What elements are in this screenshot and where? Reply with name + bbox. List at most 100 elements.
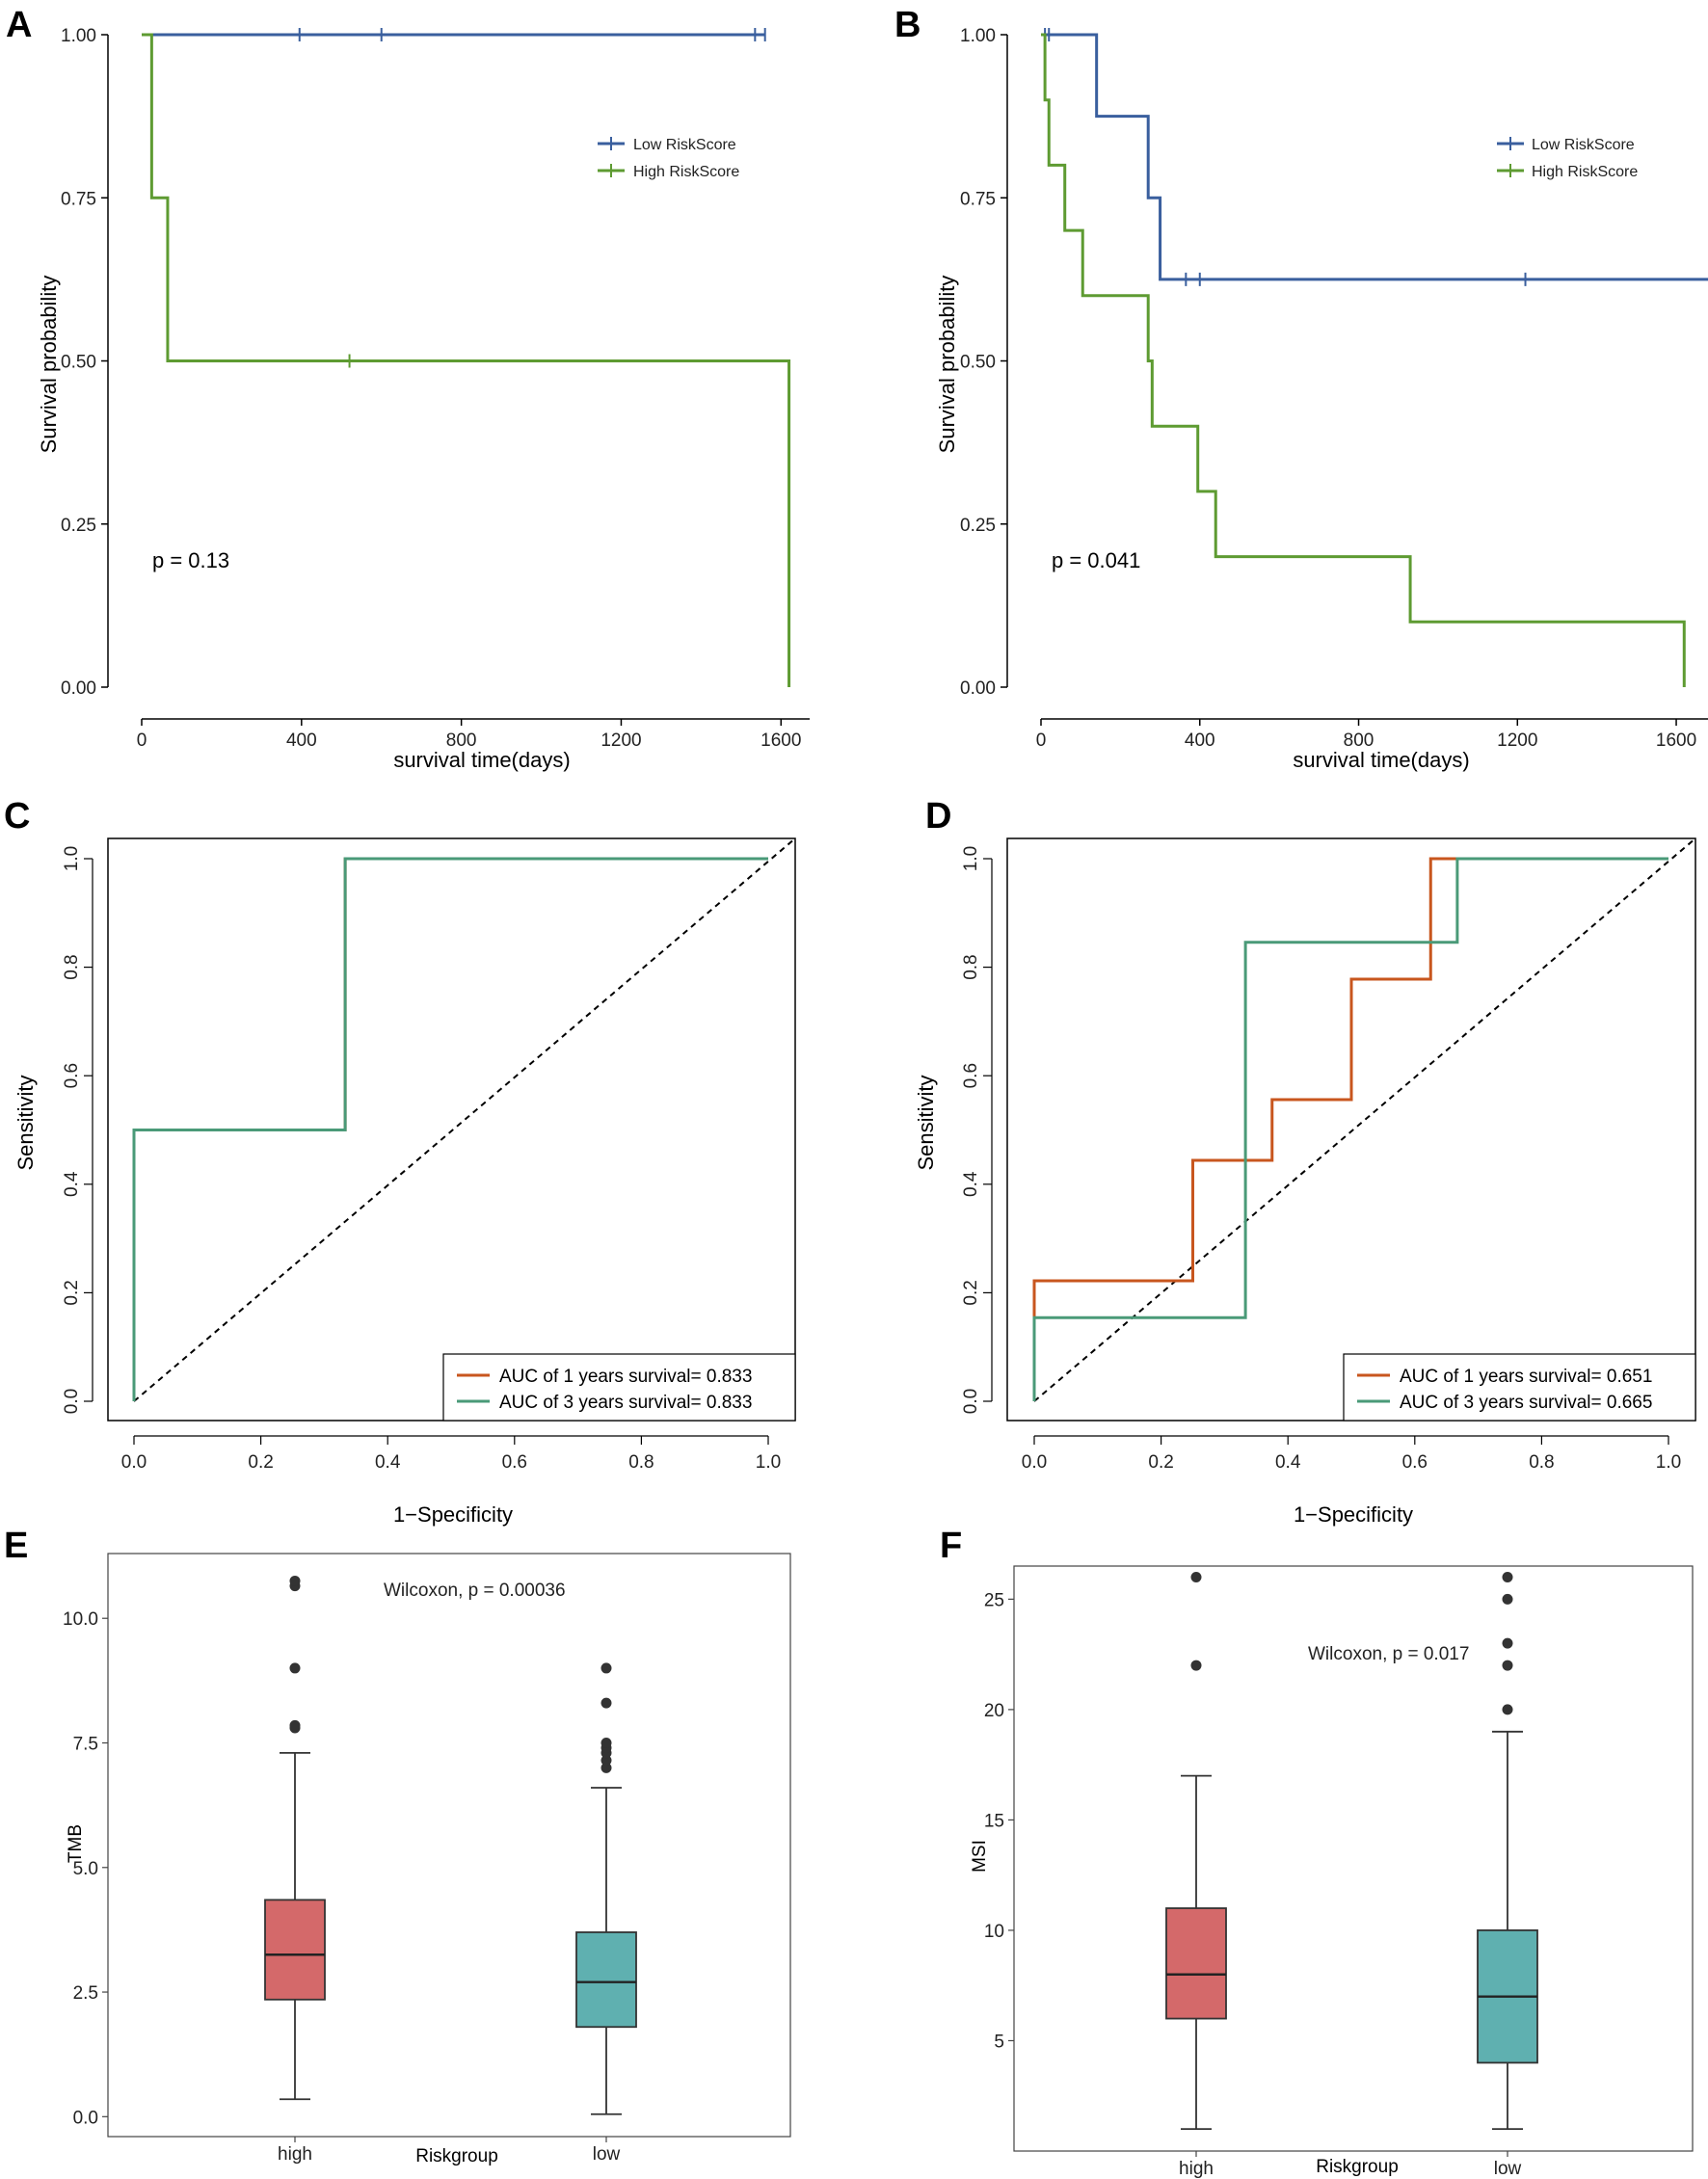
panel-b-legend: Low RiskScore High RiskScore [1497,137,1638,180]
outlier-point-low [1502,1637,1513,1649]
km-curve-high [142,33,791,687]
y-tick-label: 1.0 [62,846,82,871]
legend-box [1343,1353,1696,1422]
x-tick-label: 1.0 [756,1452,781,1473]
wilcoxon-annotation: Wilcoxon, p = 0.00036 [384,1581,566,1601]
panel-b-series [1041,28,1708,687]
panel-f-series [1165,1571,1538,2130]
x-tick-label: 1.0 [1656,1452,1681,1473]
y-tick-label: 0.50 [61,353,96,373]
x-axis-title: Riskgroup [415,2146,498,2166]
y-tick-label: 0.4 [961,1171,981,1197]
box-high [1165,1907,1227,2020]
legend-label-1yr: AUC of 1 years survival= 0.833 [499,1367,752,1387]
y-tick-label: 0.0 [62,1389,82,1414]
legend-label-low: Low RiskScore [633,137,736,153]
roc-curve-3yr [1032,857,1668,1401]
panel-a-legend: Low RiskScore High RiskScore [598,137,739,180]
x-tick-label: 1600 [1656,731,1696,751]
legend-label-3yr: AUC of 3 years survival= 0.665 [1400,1393,1652,1413]
km-curve-high [1041,33,1686,687]
y-tick-label: 0.8 [961,954,981,979]
y-tick-label: 0.00 [960,678,996,699]
outlier-point-low [600,1662,612,1674]
x-tick-label: 0 [137,731,147,751]
x-tick-label: 1200 [600,731,641,751]
y-tick-label: 10.0 [63,1609,98,1630]
y-tick-label: 0.6 [961,1063,981,1088]
x-tick-label: 0 [1036,731,1047,751]
y-tick-label: 20 [984,1701,1004,1721]
panel-b: B 0 400 800 1200 1600 0.00 0.25 0.50 0.75 1.00 Lo… [894,5,1708,772]
y-tick-label: 0.25 [960,516,996,536]
outlier-point-high [1190,1660,1202,1671]
x-tick-label: low [593,2144,621,2165]
y-axis-title: Survival probability [37,276,61,454]
legend-label-low: Low RiskScore [1532,137,1635,153]
outlier-point-low [600,1737,612,1748]
y-tick-label: 0.6 [62,1063,82,1088]
x-tick-label: 1600 [761,731,801,751]
x-tick-label: 800 [446,731,477,751]
y-tick-label: 5.0 [73,1859,98,1879]
y-tick-label: 0.75 [960,189,996,209]
x-tick-label: 0.4 [1275,1452,1301,1473]
x-tick-label: 0.4 [375,1452,401,1473]
outlier-point-high [289,1575,301,1586]
legend-label-1yr: AUC of 1 years survival= 0.651 [1400,1367,1652,1387]
y-tick-label: 0.75 [61,189,96,209]
y-tick-label: 1.00 [960,26,996,46]
outlier-point-low [600,1755,612,1767]
legend-label-high: High RiskScore [633,164,739,180]
x-axis-title: survival time(days) [393,748,570,772]
x-axis-title: survival time(days) [1293,748,1469,772]
wilcoxon-annotation: Wilcoxon, p = 0.017 [1308,1644,1469,1664]
panel-letter-b: B [894,5,921,45]
outlier-point-high [1190,1571,1202,1582]
y-tick-label: 1.00 [61,26,96,46]
y-tick-label: 0.00 [61,678,96,699]
y-tick-label: 0.50 [960,353,996,373]
plot-frame [1013,1565,1694,2152]
outlier-point-low [1502,1704,1513,1715]
outlier-point-low [1502,1571,1513,1582]
y-tick-label: 7.5 [73,1734,98,1754]
panel-b-axes: 0 400 800 1200 1600 0.00 0.25 0.50 0.75 1.00 [960,26,1708,751]
y-tick-label: 10 [984,1922,1004,1942]
panel-f-axes: 5 10 15 20 25 high low [984,1590,1522,2179]
outlier-point-high [289,1662,301,1674]
km-curve-low [1041,33,1708,281]
p-value: p = 0.13 [152,548,229,572]
panel-a-axes: 0 400 800 1200 1600 0.00 0.25 0.50 0.75 1.00 [61,26,810,751]
y-tick-label: 15 [984,1811,1004,1831]
panel-c-series [132,837,796,1402]
y-tick-label: 0.2 [961,1280,981,1305]
y-tick-label: 0.0 [961,1389,981,1414]
x-tick-label: 0.8 [1529,1452,1554,1473]
panel-e-series [264,1575,637,2115]
box-high [264,1899,326,2001]
x-axis-title: 1−Specificity [393,1502,513,1527]
x-tick-label: low [1494,2159,1522,2179]
legend-label-3yr: AUC of 3 years survival= 0.833 [499,1393,752,1413]
legend-label-high: High RiskScore [1532,164,1638,180]
y-axis-title: Sensitivity [13,1075,38,1170]
panel-letter-c: C [4,796,30,837]
panel-f: F 5 10 15 20 25 high low Wilcoxon, p = 0.017 R… [940,1526,1694,2179]
x-tick-label: 0.0 [1022,1452,1047,1473]
box-low [575,1931,637,2029]
panel-e: E 0.0 2.5 5.0 7.5 10.0 high low Wilcoxon, p = … [4,1526,791,2166]
panel-d-legend: AUC of 1 years survival= 0.651 AUC of 3 … [1343,1353,1696,1422]
y-tick-label: 0.25 [61,516,96,536]
y-axis-title: Survival probability [935,276,959,454]
panel-d: D 0.0 0.2 0.4 0.6 0.8 1.0 0.0 0.2 0.4 0.6 0.8 1.0 A… [914,796,1696,1527]
x-tick-label: 0.2 [1148,1452,1173,1473]
panel-letter-d: D [925,796,951,837]
x-tick-label: 0.6 [1402,1452,1428,1473]
panel-c-legend: AUC of 1 years survival= 0.833 AUC of 3 … [442,1353,796,1422]
y-tick-label: 0.2 [62,1280,82,1305]
x-tick-label: 0.8 [628,1452,654,1473]
y-axis-title: Sensitivity [914,1075,938,1170]
outlier-point-low [600,1762,612,1773]
